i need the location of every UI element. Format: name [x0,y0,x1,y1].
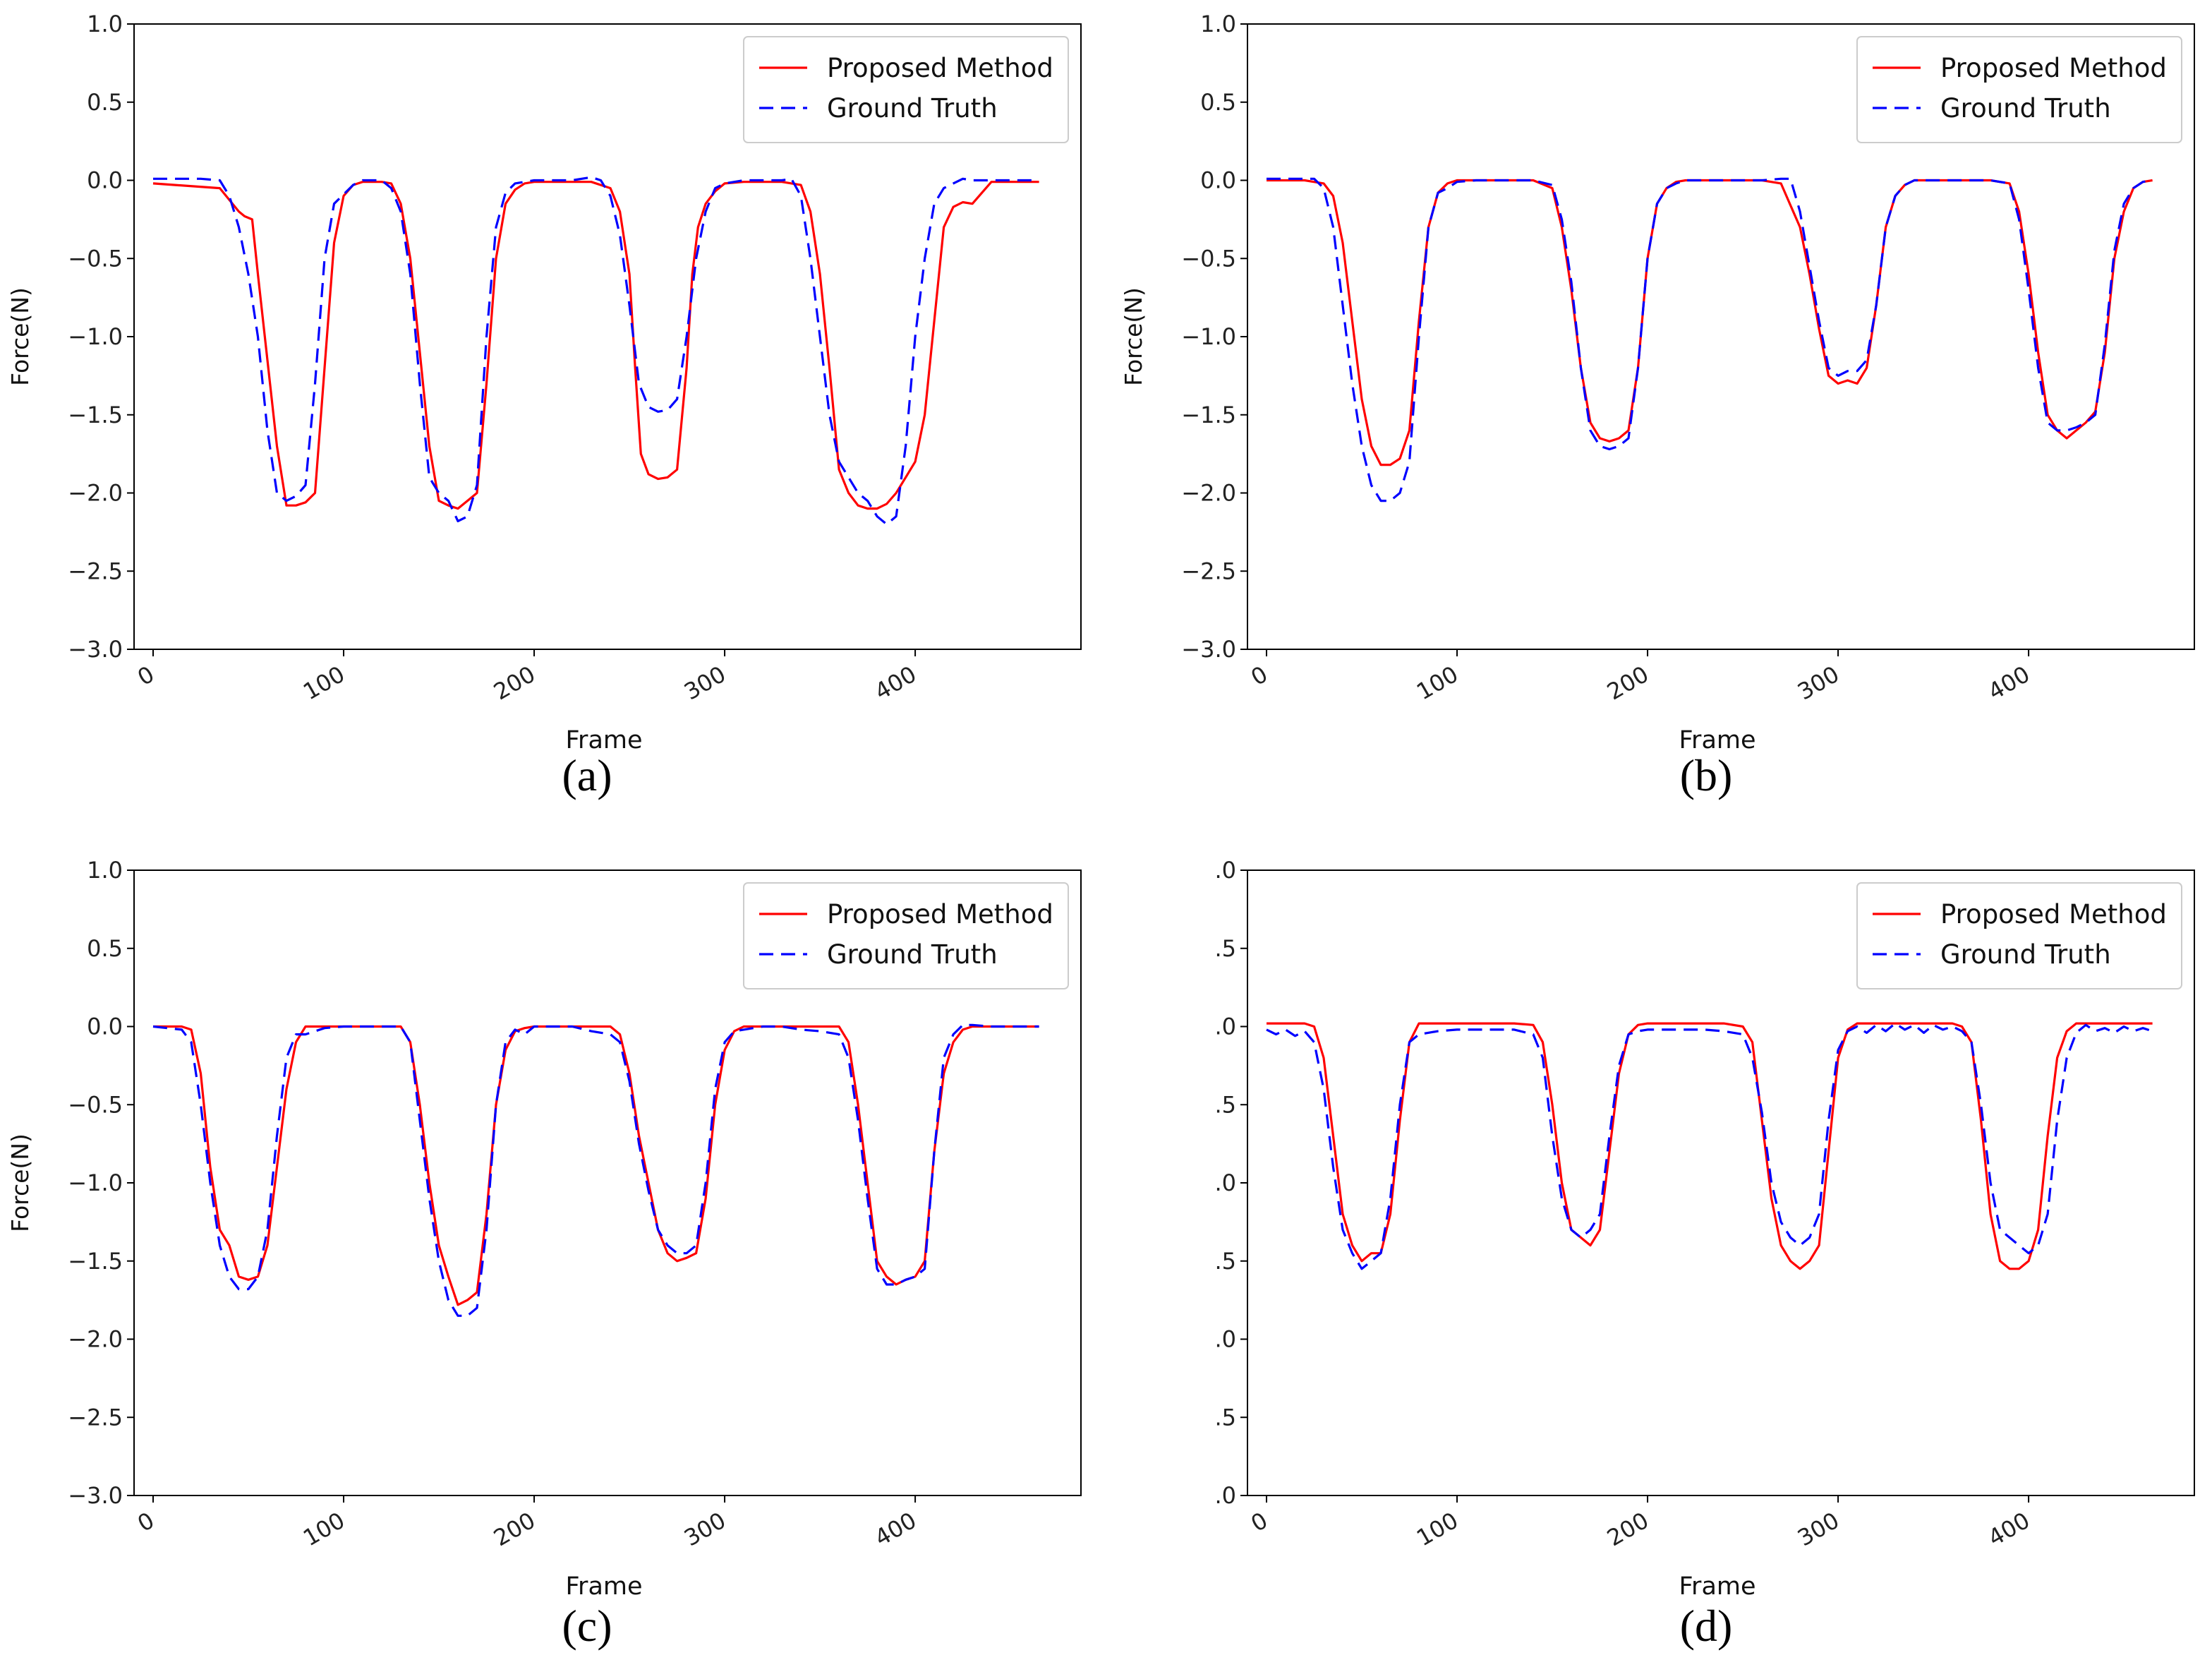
chart-panel-c: 1.00.50.0−0.5−1.0−1.5−2.0−2.5−3.00 100 200… [6,857,1082,1651]
y-tick-label: −1.0 [68,1169,123,1196]
legend-box [743,36,1069,143]
x-axis-label: Frame [565,1572,642,1601]
y-axis-label: Force(N) [6,1133,34,1232]
legend-box [1856,882,2182,989]
legend: Proposed Method Ground Truth [743,36,1069,143]
y-tick-label: −2.0 [68,1326,123,1353]
y-tick-label: 1.0 [1200,11,1236,37]
legend-label-proposed: Proposed Method [827,899,1053,929]
y-axis-label: Force(N) [1120,287,1147,386]
series-group [1267,177,2153,503]
series-group [152,1023,1039,1317]
y-tick-label: .0 [1214,857,1236,884]
series-group [1266,1022,2153,1270]
y-tick-label: −0.5 [68,245,123,272]
y-tick-label: −1.5 [68,402,123,428]
panel-caption: (a) [562,750,612,800]
y-tick-label: −2.5 [68,558,123,584]
y-tick-label: 0.0 [87,167,123,194]
panel-caption: (b) [1680,750,1733,800]
y-tick-label: −3.0 [68,1482,123,1509]
ground-truth-line [152,1023,1039,1317]
proposed-method-line [153,1025,1039,1306]
y-tick-label: 0.5 [87,935,123,962]
y-tick-label: .5 [1214,1091,1236,1118]
legend-label-ground-truth: Ground Truth [827,93,998,124]
y-tick-label: −0.5 [1181,245,1236,272]
legend-box [1856,36,2182,143]
y-axis-label: Force(N) [6,287,34,386]
y-tick-label: .0 [1214,1169,1236,1196]
proposed-method-line [152,181,1039,510]
x-axis-label: Frame [565,726,642,754]
ground-truth-line [1266,1022,2153,1270]
x-axis-label: Frame [1679,726,1755,754]
y-tick-label: 0.0 [87,1013,123,1040]
ground-truth-line [1267,177,2153,503]
x-axis-label: Frame [1679,1572,1755,1601]
y-tick-label: −2.0 [1181,480,1236,507]
y-tick-label: 0.0 [1200,167,1236,194]
y-tick-label: −2.5 [1181,558,1236,584]
y-tick-label: 0.5 [87,89,123,116]
y-tick-label: −3.0 [68,636,123,663]
y-tick-label: .0 [1214,1013,1236,1040]
y-tick-label: 0.5 [1200,89,1236,116]
y-tick-label: −1.0 [68,323,123,350]
y-tick-label: .5 [1214,935,1236,962]
legend-label-proposed: Proposed Method [827,53,1053,83]
chart-panel-a: 1.00.50.0−0.5−1.0−1.5−2.0−2.5−3.00 100 200… [6,11,1082,800]
y-tick-label: .0 [1214,1326,1236,1353]
y-tick-label: −1.5 [1181,402,1236,428]
y-tick-label: −1.5 [68,1248,123,1275]
y-tick-label: −1.0 [1181,323,1236,350]
y-tick-label: 1.0 [87,857,123,884]
y-tick-label: −3.0 [1181,636,1236,663]
y-tick-label: .5 [1214,1404,1236,1431]
legend: Proposed Method Ground Truth [1856,882,2182,989]
panel-caption: (c) [562,1601,612,1651]
legend: Proposed Method Ground Truth [1856,36,2182,143]
legend-box [743,882,1069,989]
y-tick-label: 1.0 [87,11,123,37]
proposed-method-line [1267,1022,2153,1270]
y-tick-label: .5 [1214,1248,1236,1275]
legend-label-proposed: Proposed Method [1940,899,2167,929]
legend-label-proposed: Proposed Method [1940,53,2167,83]
legend: Proposed Method Ground Truth [743,882,1069,989]
y-tick-label: .0 [1214,1482,1236,1509]
ground-truth-line [153,176,1039,526]
y-tick-label: −0.5 [68,1091,123,1118]
y-tick-label: −2.5 [68,1404,123,1431]
series-group [152,176,1039,526]
legend-label-ground-truth: Ground Truth [1940,93,2111,124]
legend-label-ground-truth: Ground Truth [1940,939,2111,970]
legend-label-ground-truth: Ground Truth [827,939,998,970]
panel-caption: (d) [1680,1601,1733,1651]
y-tick-label: −2.0 [68,480,123,507]
